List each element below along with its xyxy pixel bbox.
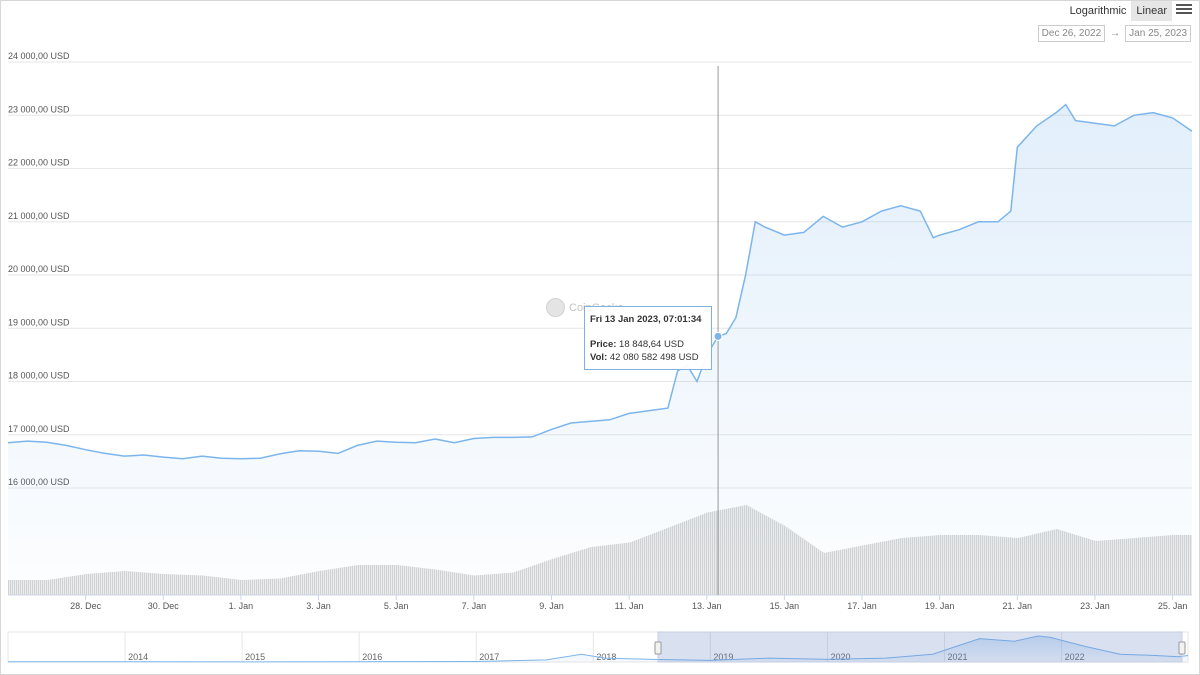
navigator-year-label: 2019: [713, 652, 733, 662]
tooltip-vol-label: Vol:: [590, 352, 608, 363]
y-tick-label: 18 000,00 USD: [8, 371, 70, 381]
price-tooltip: Fri 13 Jan 2023, 07:01:34 Price: 18 848,…: [584, 306, 712, 370]
x-tick-label: 11. Jan: [615, 601, 644, 611]
navigator-area: [8, 636, 1188, 662]
x-tick-label: 9. Jan: [539, 601, 564, 611]
navigator-year-label: 2017: [479, 652, 499, 662]
x-tick-label: 17. Jan: [847, 601, 877, 611]
price-area: [8, 104, 1192, 595]
navigator-selection[interactable]: [657, 631, 1183, 663]
x-tick-label: 30. Dec: [148, 601, 180, 611]
x-tick-label: 15. Jan: [770, 601, 800, 611]
navigator-year-label: 2014: [128, 652, 148, 662]
x-tick-label: 13. Jan: [692, 601, 722, 611]
x-tick-label: 28. Dec: [70, 601, 102, 611]
scale-toggle: Logarithmic Linear: [1065, 1, 1172, 21]
range-start-input[interactable]: Dec 26, 2022: [1037, 25, 1106, 42]
range-end-input[interactable]: Jan 25, 2023: [1125, 25, 1191, 42]
x-tick-label: 25. Jan: [1158, 601, 1188, 611]
y-tick-label: 23 000,00 USD: [8, 104, 70, 114]
navigator-year-label: 2018: [596, 652, 616, 662]
x-tick-label: 3. Jan: [306, 601, 331, 611]
x-tick-label: 23. Jan: [1080, 601, 1110, 611]
x-tick-label: 5. Jan: [384, 601, 409, 611]
navigator-year-label: 2015: [245, 652, 265, 662]
x-tick-label: 19. Jan: [925, 601, 955, 611]
range-arrow: →: [1110, 28, 1121, 39]
date-range-selector: Dec 26, 2022 → Jan 25, 2023: [1037, 25, 1191, 42]
navigator-year-label: 2016: [362, 652, 382, 662]
navigator-year-label: 2020: [830, 652, 850, 662]
y-tick-label: 24 000,00 USD: [8, 51, 70, 61]
y-tick-label: 21 000,00 USD: [8, 211, 70, 221]
coingecko-logo-icon: [546, 298, 565, 317]
price-line: [7, 103, 1193, 460]
tooltip-vol-value: 42 080 582 498 USD: [609, 352, 699, 363]
tooltip-price-value: 18 848,64 USD: [619, 339, 685, 350]
linear-button[interactable]: Linear: [1131, 1, 1172, 21]
navigator-handle-icon[interactable]: [654, 641, 662, 655]
logarithmic-button[interactable]: Logarithmic: [1069, 5, 1127, 17]
tooltip-date: Fri 13 Jan 2023, 07:01:34: [590, 314, 702, 325]
y-tick-label: 17 000,00 USD: [8, 424, 70, 434]
hover-marker: [713, 331, 723, 341]
x-tick-label: 7. Jan: [462, 601, 487, 611]
navigator-line: [8, 635, 1189, 663]
y-tick-label: 19 000,00 USD: [8, 317, 70, 327]
navigator-handle-icon[interactable]: [1178, 641, 1186, 655]
x-tick-label: 1. Jan: [229, 601, 254, 611]
y-tick-label: 20 000,00 USD: [8, 264, 70, 274]
x-tick-label: 21. Jan: [1003, 601, 1033, 611]
hamburger-menu-icon[interactable]: [1176, 2, 1192, 18]
tooltip-price-label: Price:: [590, 339, 617, 350]
y-tick-label: 22 000,00 USD: [8, 158, 70, 168]
